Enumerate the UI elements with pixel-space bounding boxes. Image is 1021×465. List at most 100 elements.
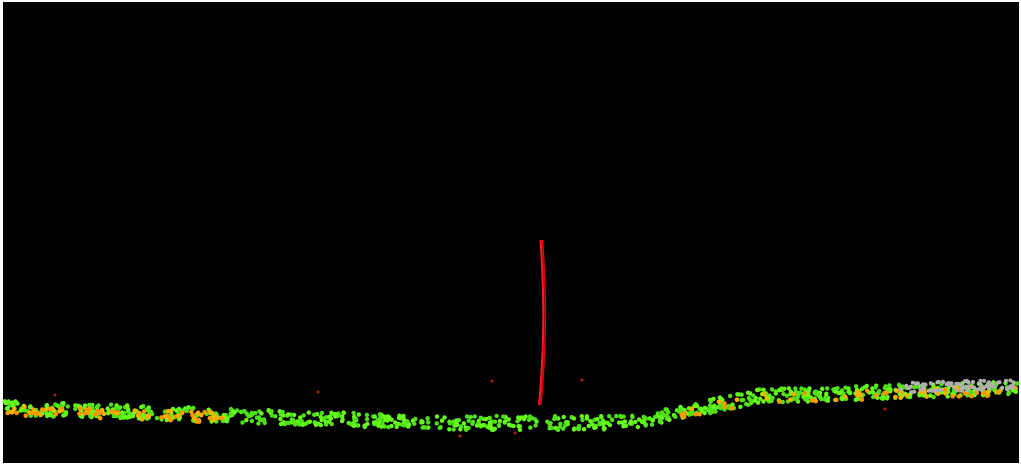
ground-point xyxy=(373,414,377,418)
low-point xyxy=(14,411,19,416)
high-point xyxy=(998,380,1002,384)
ground-point xyxy=(633,420,637,424)
ground-point xyxy=(61,401,65,405)
ground-point xyxy=(713,409,717,413)
low-point xyxy=(22,405,27,410)
ground-point xyxy=(340,419,344,423)
low-point xyxy=(219,416,224,421)
low-point xyxy=(84,407,89,412)
ground-point xyxy=(259,411,263,415)
ground-point xyxy=(877,389,881,393)
low-point xyxy=(145,414,150,419)
ground-point xyxy=(382,414,386,418)
ground-point xyxy=(471,420,475,424)
ground-point xyxy=(380,421,384,425)
ground-point xyxy=(174,408,178,412)
ground-point xyxy=(352,411,356,415)
ground-point xyxy=(225,416,229,420)
ground-point xyxy=(728,394,732,398)
ground-point xyxy=(843,386,847,390)
ground-point xyxy=(636,425,640,429)
low-point xyxy=(884,390,889,395)
high-point xyxy=(920,383,924,387)
low-point xyxy=(893,395,898,400)
ground-point xyxy=(709,399,713,403)
high-point xyxy=(987,386,991,390)
ground-point xyxy=(854,384,858,388)
ground-point xyxy=(592,426,596,430)
ground-point xyxy=(45,403,49,407)
ground-point xyxy=(4,401,8,405)
low-point xyxy=(142,409,147,414)
ground-point xyxy=(287,421,291,425)
ground-point xyxy=(523,414,527,418)
ground-point xyxy=(488,416,492,420)
ground-point xyxy=(667,418,671,422)
ground-point xyxy=(473,414,477,418)
noise-point xyxy=(459,435,462,438)
ground-point xyxy=(402,417,406,421)
ground-point xyxy=(458,427,462,431)
ground-point xyxy=(314,423,318,427)
ground-point xyxy=(126,407,130,411)
ground-point xyxy=(402,423,406,427)
low-point xyxy=(735,398,740,403)
high-point xyxy=(1004,379,1008,383)
noise-point xyxy=(581,379,584,382)
ground-point xyxy=(741,398,745,402)
ground-point xyxy=(96,403,100,407)
ground-point xyxy=(88,403,92,407)
ground-point xyxy=(580,414,584,418)
ground-point xyxy=(580,418,584,422)
high-point xyxy=(955,389,959,393)
low-point xyxy=(898,395,903,400)
ground-point xyxy=(286,412,290,416)
low-point xyxy=(969,394,974,399)
ground-point xyxy=(1006,392,1010,396)
ground-point xyxy=(630,415,634,419)
ground-point xyxy=(242,409,246,413)
ground-point xyxy=(824,392,828,396)
low-point xyxy=(202,410,207,415)
low-point xyxy=(51,407,56,412)
noise-point xyxy=(491,380,494,383)
ground-point xyxy=(819,397,823,401)
ground-point xyxy=(386,417,390,421)
ground-point xyxy=(770,387,774,391)
ground-point xyxy=(678,405,682,409)
ground-point xyxy=(49,413,53,417)
ground-point xyxy=(320,411,324,415)
ground-point xyxy=(836,391,840,395)
low-point xyxy=(689,407,694,412)
high-point xyxy=(971,380,975,384)
ground-point xyxy=(614,414,618,418)
high-point xyxy=(927,389,931,393)
body: (() => { JSON.parse(document.getElementB… xyxy=(0,0,1021,465)
low-point xyxy=(874,393,879,398)
ground-point xyxy=(515,419,519,423)
high-point xyxy=(950,381,954,385)
ground-point xyxy=(554,416,558,420)
low-point xyxy=(77,411,82,416)
ground-point xyxy=(738,405,742,409)
ground-point xyxy=(497,424,501,428)
ground-point xyxy=(6,406,10,410)
ground-point xyxy=(883,386,887,390)
ground-point xyxy=(751,393,755,397)
ground-point xyxy=(831,387,835,391)
ground-point xyxy=(478,423,482,427)
ground-point xyxy=(401,414,405,418)
low-point xyxy=(950,394,955,399)
viewport-background xyxy=(3,2,1019,463)
ground-point xyxy=(421,425,425,429)
ground-point xyxy=(798,391,802,395)
ground-point xyxy=(865,384,869,388)
high-point xyxy=(982,379,986,383)
high-point xyxy=(914,382,918,386)
ground-point xyxy=(279,422,283,426)
high-point xyxy=(1008,379,1012,383)
ground-point xyxy=(781,392,785,396)
low-point xyxy=(60,406,65,411)
ground-point xyxy=(507,423,511,427)
high-point xyxy=(980,388,984,392)
